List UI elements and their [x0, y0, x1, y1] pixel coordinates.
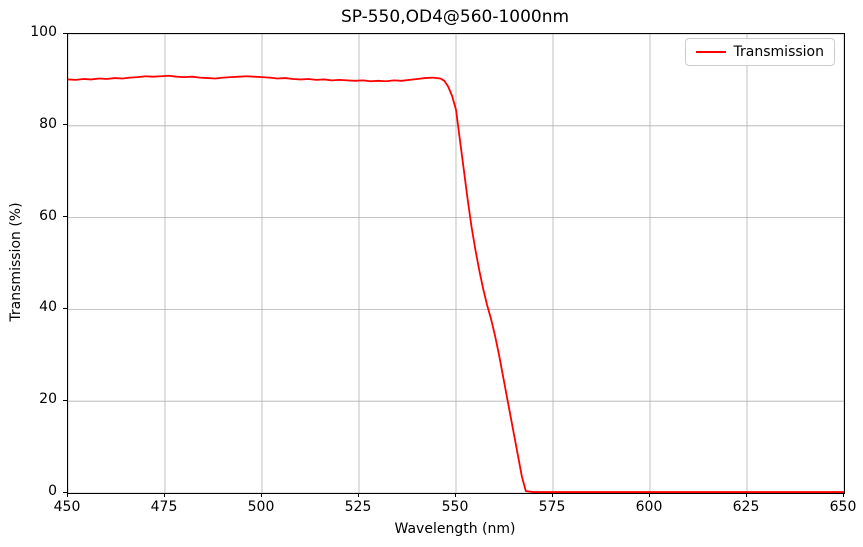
legend-label: Transmission [733, 44, 824, 60]
x-tick-mark [357, 493, 359, 497]
x-tick-label: 625 [732, 499, 760, 515]
y-tick-label: 100 [30, 24, 57, 40]
y-tick-mark [63, 32, 67, 34]
legend-line-swatch [695, 51, 726, 53]
y-tick-label: 40 [39, 299, 57, 316]
plot-canvas [68, 34, 844, 493]
x-tick-label: 500 [247, 499, 275, 515]
x-tick-mark [66, 493, 68, 497]
y-tick-label: 80 [39, 115, 57, 132]
y-tick-mark [63, 491, 67, 493]
y-tick-label: 0 [48, 483, 57, 499]
x-tick-label: 525 [344, 499, 372, 515]
x-axis-label: Wavelength (nm) [394, 521, 516, 537]
x-tick-label: 575 [538, 499, 566, 515]
legend: Transmission [684, 38, 835, 66]
x-tick-label: 600 [635, 499, 663, 515]
x-tick-mark [745, 493, 747, 497]
x-tick-mark [842, 493, 844, 497]
x-tick-label: 650 [829, 499, 857, 515]
x-tick-mark [551, 493, 553, 497]
y-tick-label: 60 [39, 207, 57, 224]
y-tick-mark [63, 307, 67, 309]
y-tick-mark [63, 399, 67, 401]
x-tick-mark [648, 493, 650, 497]
series-line-transmission [68, 74, 844, 493]
y-tick-label: 20 [39, 391, 57, 408]
x-tick-mark [163, 493, 165, 497]
chart-title: SP-550,OD4@560-1000nm [340, 7, 570, 27]
x-tick-label: 450 [53, 499, 81, 515]
plot-area: Transmission [67, 33, 845, 494]
y-tick-mark [63, 216, 67, 218]
x-tick-mark [260, 493, 262, 497]
y-tick-mark [63, 124, 67, 126]
x-tick-mark [454, 493, 456, 497]
x-tick-label: 550 [441, 499, 469, 515]
x-tick-label: 475 [150, 499, 178, 515]
